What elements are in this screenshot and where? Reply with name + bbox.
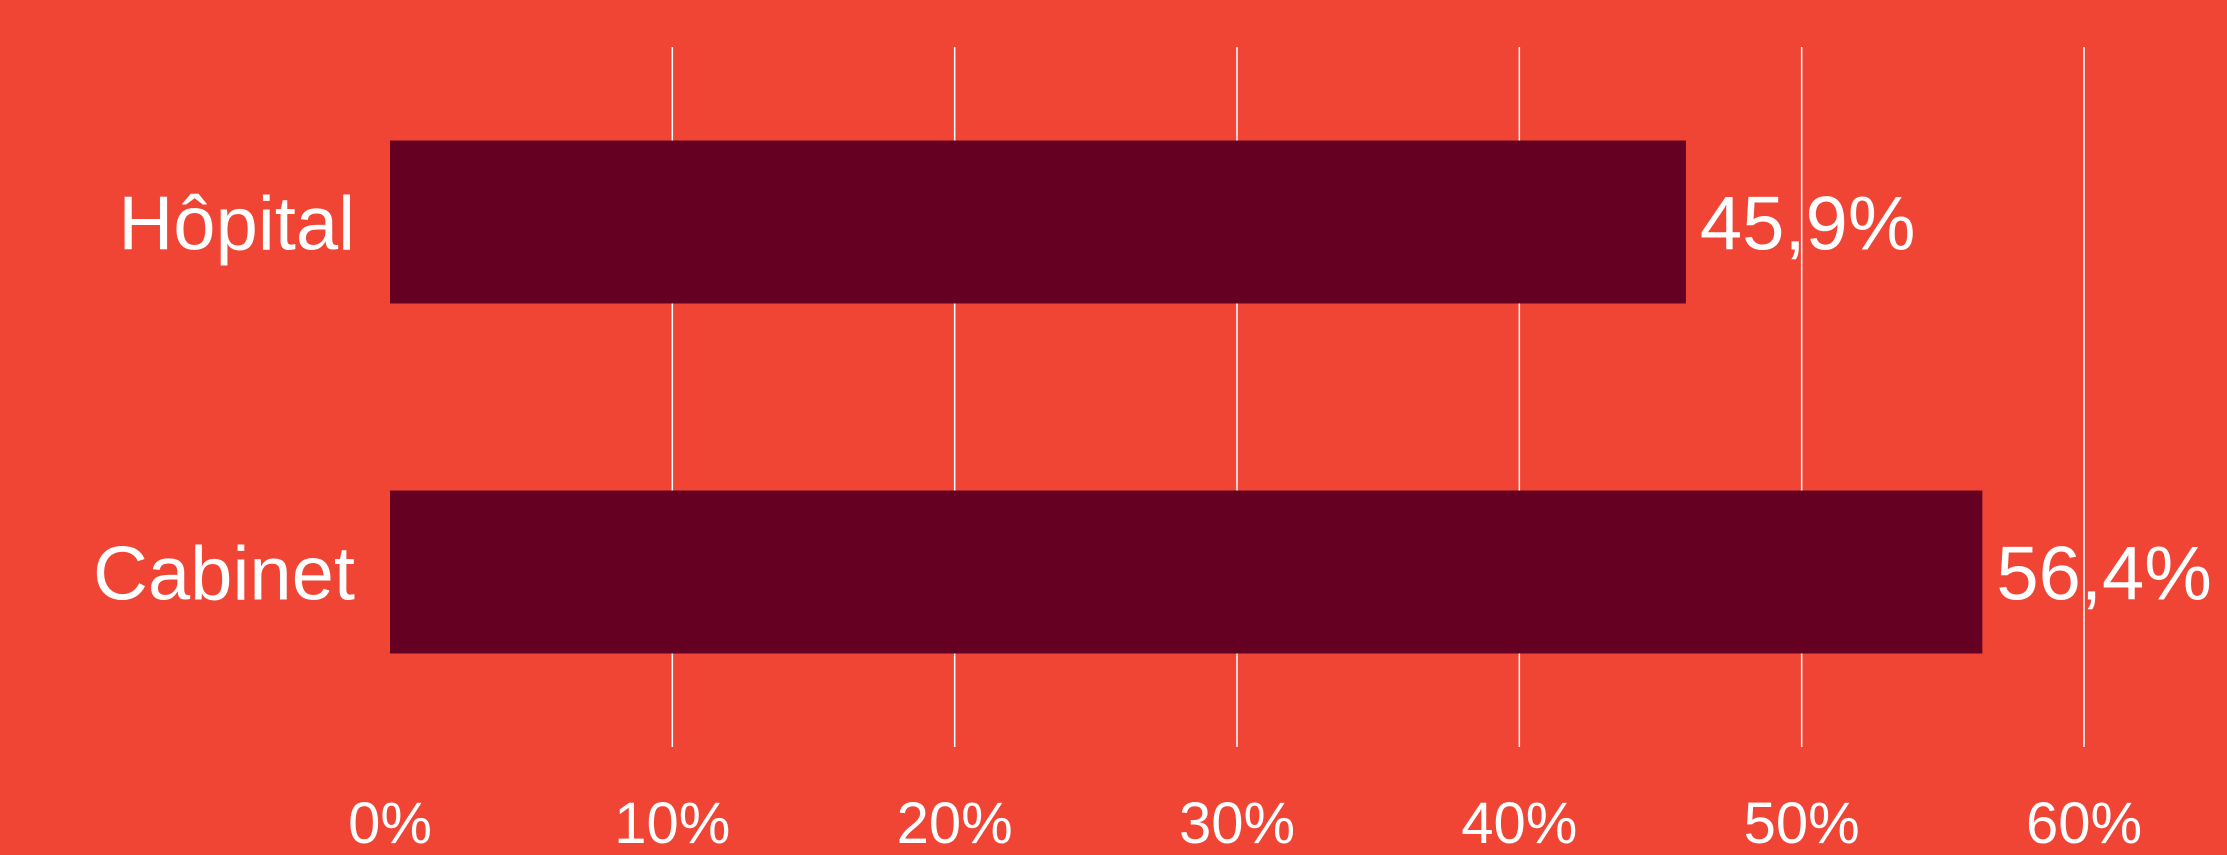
data-label: 45,9% [1700,181,1916,266]
bar [390,140,1686,304]
data-label: 56,4% [1996,531,2211,616]
bar [390,490,1983,654]
category-label: Hôpital [118,181,355,266]
x-tick-label: 40% [1461,791,1577,855]
x-tick-label: 20% [897,791,1013,855]
x-tick-label: 50% [1744,791,1860,855]
bars [390,140,1983,654]
x-tick-label: 0% [348,791,432,855]
x-tick-label: 30% [1179,791,1295,855]
x-tick-label: 60% [2026,791,2142,855]
x-tick-label: 10% [614,791,730,855]
category-label: Cabinet [93,531,355,616]
labels: 0% 10% 20% 30% 40% 50% 60% Hôpital 45,9% Cabinet 5… [93,181,2212,855]
